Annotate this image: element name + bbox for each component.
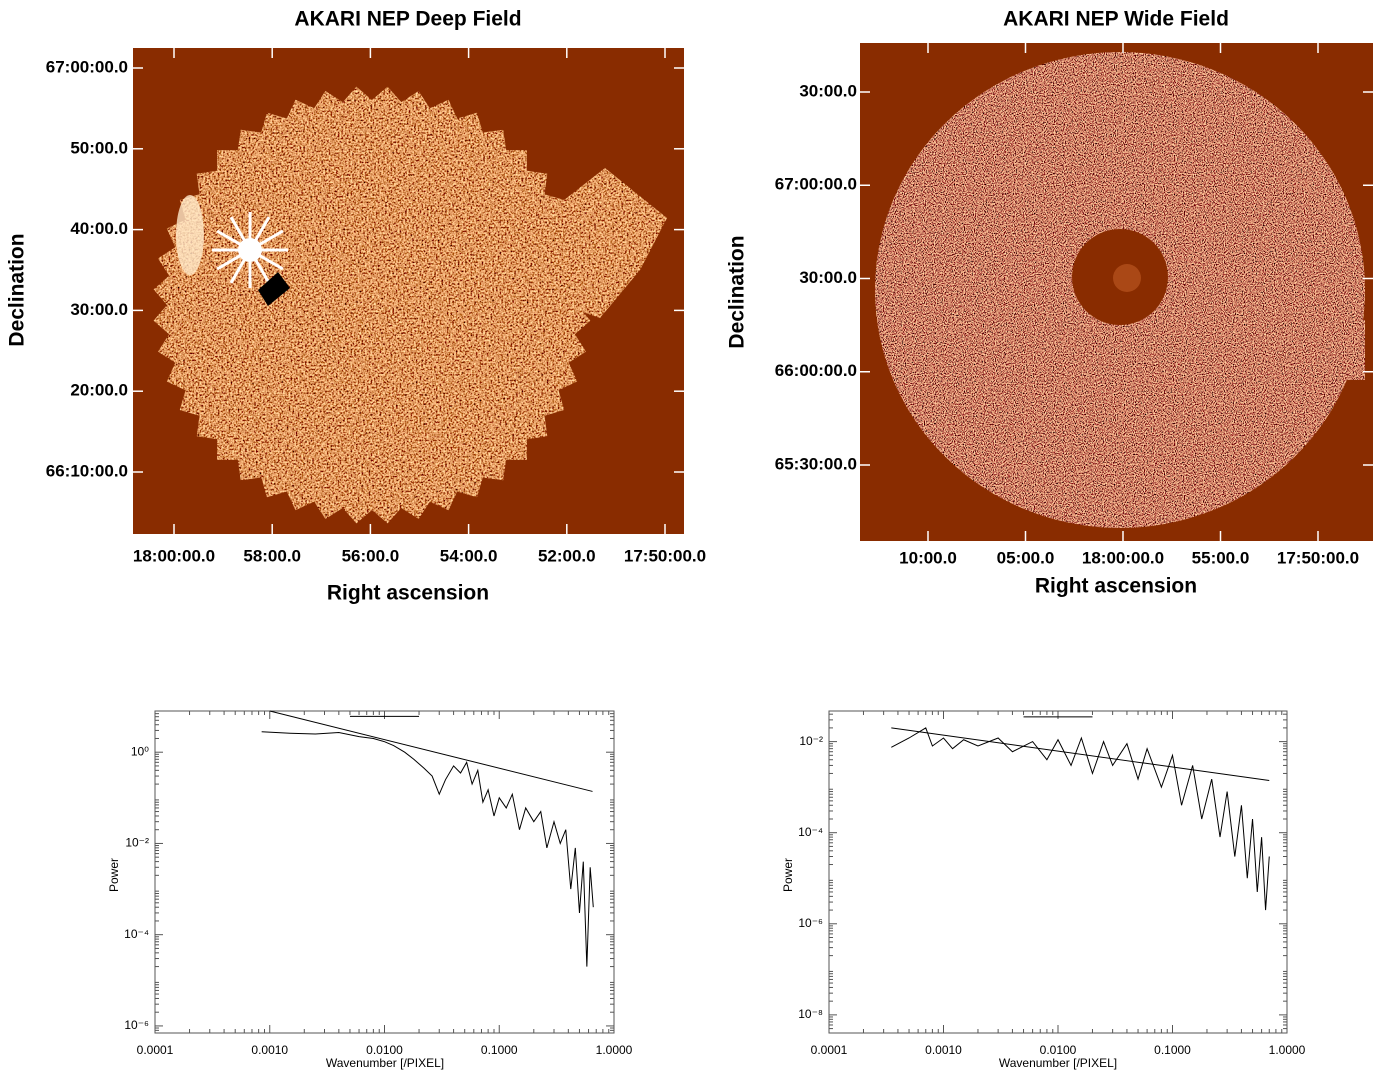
x-tick-label: 0.0100 [366, 1043, 403, 1057]
image-panel [133, 48, 684, 534]
data-line [891, 727, 1270, 911]
y-tick-label: 30:00.0 [70, 300, 128, 319]
x-tick-label: 0.0100 [1040, 1043, 1077, 1057]
image-panel [860, 43, 1373, 541]
data-line [269, 710, 593, 792]
x-tick-label: 1.0000 [1269, 1043, 1306, 1057]
y-tick-label: 65:30:00.0 [775, 454, 857, 473]
x-tick-label: 10:00.0 [899, 548, 957, 567]
x-tick-label: 0.0010 [251, 1043, 288, 1057]
y-axis-label: Declination [6, 233, 29, 346]
x-axis-label: Wavenumber [/PIXEL] [326, 1056, 444, 1070]
plot-frame [828, 710, 1288, 1034]
x-tick-label: 17:50:00.0 [624, 546, 706, 565]
x-tick-label: 17:50:00.0 [1277, 548, 1359, 567]
x-tick-label: 18:00:00.0 [1082, 548, 1164, 567]
x-tick-label: 0.1000 [1154, 1043, 1191, 1057]
x-tick-label: 0.0010 [925, 1043, 962, 1057]
y-tick-label: 10⁻⁶ [124, 1018, 149, 1032]
data-line [261, 731, 594, 967]
masked-region [258, 272, 290, 306]
x-tick-label: 18:00:00.0 [133, 546, 215, 565]
y-tick-label: 20:00.0 [70, 381, 128, 400]
x-tick-label: 55:00.0 [1192, 548, 1250, 567]
x-tick-label: 54:00.0 [440, 546, 498, 565]
chart-title: AKARI NEP Deep Field [294, 8, 521, 31]
x-axis-label: Right ascension [1035, 575, 1197, 598]
y-tick-label: 10⁻⁴ [798, 825, 823, 839]
y-tick-label: 66:10:00.0 [46, 461, 128, 480]
y-tick-label: 67:00:00.0 [775, 175, 857, 194]
y-axis-label: Declination [726, 235, 749, 348]
y-axis-label: Power [107, 858, 121, 892]
y-tick-label: 10⁰ [131, 744, 149, 758]
x-tick-label: 56:00.0 [342, 546, 400, 565]
x-tick-label: 1.0000 [596, 1043, 633, 1057]
center-patch [1113, 264, 1141, 292]
x-axis-label: Wavenumber [/PIXEL] [999, 1056, 1117, 1070]
y-tick-label: 30:00.0 [799, 81, 857, 100]
y-tick-label: 10⁻⁸ [798, 1007, 823, 1021]
y-tick-label: 50:00.0 [70, 138, 128, 157]
y-tick-label: 10⁻⁴ [124, 927, 149, 941]
y-axis-label: Power [781, 858, 795, 892]
y-tick-label: 66:00:00.0 [775, 361, 857, 380]
x-tick-label: 0.0001 [137, 1043, 174, 1057]
x-tick-label: 0.1000 [481, 1043, 518, 1057]
plot-frame [154, 710, 615, 1034]
x-tick-label: 58:00.0 [243, 546, 301, 565]
x-tick-label: 0.0001 [811, 1043, 848, 1057]
y-tick-label: 10⁻² [125, 836, 149, 850]
bright-blob [176, 195, 204, 275]
y-tick-label: 10⁻² [799, 734, 823, 748]
y-tick-label: 40:00.0 [70, 219, 128, 238]
bright-star [238, 238, 262, 262]
data-line [891, 727, 1270, 781]
x-tick-label: 05:00.0 [997, 548, 1055, 567]
y-tick-label: 10⁻⁶ [798, 916, 823, 930]
y-tick-label: 67:00:00.0 [46, 57, 128, 76]
chart-title: AKARI NEP Wide Field [1003, 8, 1229, 31]
x-tick-label: 52:00.0 [538, 546, 596, 565]
x-axis-label: Right ascension [327, 582, 489, 605]
y-tick-label: 30:00.0 [799, 268, 857, 287]
